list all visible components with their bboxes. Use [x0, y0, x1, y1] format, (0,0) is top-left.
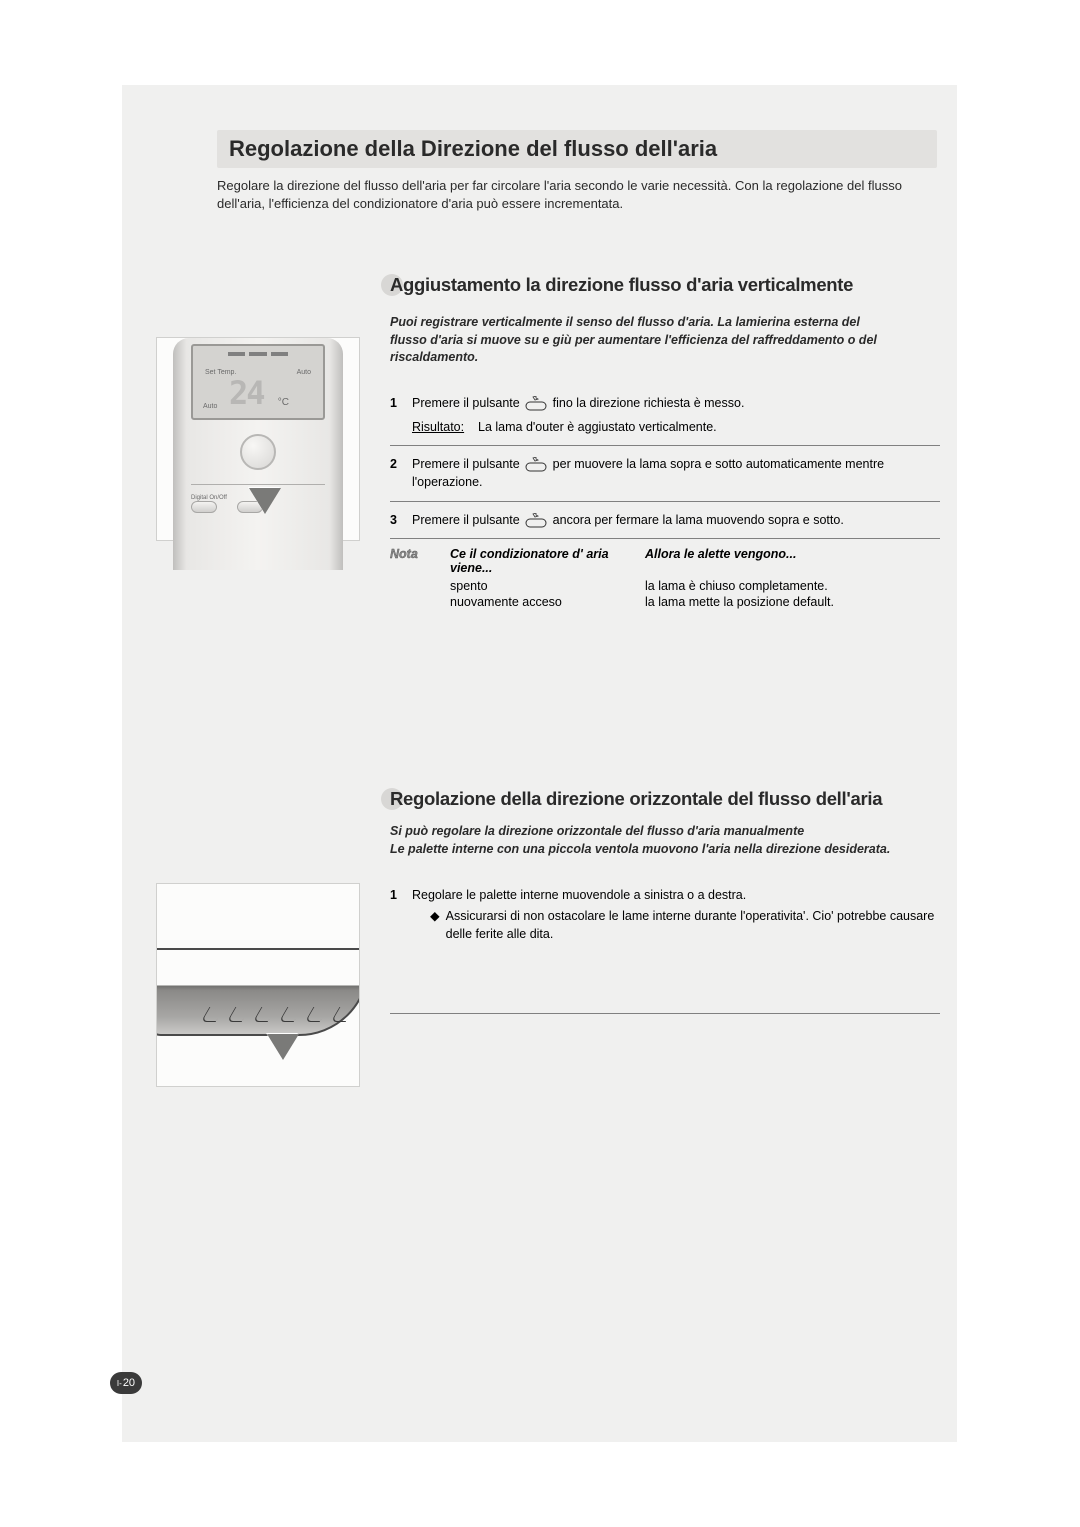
step-text-pre: Premere il pulsante — [412, 396, 520, 410]
lcd-unit: °C — [278, 397, 289, 408]
page-number-badge: I-20 — [110, 1372, 142, 1394]
section2-lead: Si può regolare la direzione orizzontale… — [390, 823, 945, 858]
step-number: 1 — [390, 886, 412, 943]
unit-illustration — [156, 883, 360, 1087]
pointer-arrow-icon — [267, 1034, 299, 1060]
lcd-auto2-label: Auto — [203, 403, 217, 410]
page-prefix: I- — [117, 1379, 122, 1388]
pointer-arrow-icon — [249, 488, 281, 514]
note-header-2: Allora le alette vengono... — [645, 547, 940, 578]
section2-steps: 1 Regolare le palette interne muovendole… — [390, 877, 940, 1014]
remote-lcd: Set Temp. Auto 24 Auto °C — [191, 344, 325, 420]
step-number: 1 — [390, 394, 412, 436]
swing-button-icon — [525, 513, 547, 528]
remote-button-label: Digital On/Off — [191, 495, 227, 501]
page-title-bar: Regolazione della Direzione del flusso d… — [217, 130, 937, 168]
ac-vanes — [205, 1007, 355, 1025]
step-number: 2 — [390, 455, 412, 491]
remote-pill-button-icon — [191, 501, 217, 513]
step-body: Premere il pulsante ancora per fermare l… — [412, 511, 940, 529]
vane-icon — [257, 1007, 277, 1023]
section1-lead: Puoi registrare verticalmente il senso d… — [390, 314, 890, 367]
note-table: Ce il condizionatore d' aria viene... Al… — [450, 547, 940, 610]
step-text-pre: Premere il pulsante — [412, 457, 520, 471]
step-body: Regolare le palette interne muovendole a… — [412, 886, 940, 943]
vane-icon — [335, 1007, 355, 1023]
note-cell: nuovamente acceso — [450, 594, 645, 610]
step-text: Regolare le palette interne muovendole a… — [412, 888, 746, 902]
page-title: Regolazione della Direzione del flusso d… — [229, 136, 717, 162]
note-cell: la lama è chiuso completamente. — [645, 578, 940, 594]
note-table-row: nuovamente acceso la lama mette la posiz… — [450, 594, 940, 610]
note-table-row: spento la lama è chiuso completamente. — [450, 578, 940, 594]
section1-steps: 1 Premere il pulsante fino la direzione … — [390, 385, 940, 610]
lcd-auto-label: Auto — [297, 369, 311, 376]
intro-paragraph: Regolare la direzione del flusso dell'ar… — [217, 177, 937, 212]
step-body: Premere il pulsante fino la direzione ri… — [412, 394, 940, 436]
vane-icon — [309, 1007, 329, 1023]
swing-button-icon — [525, 457, 547, 472]
remote-illustration: Set Temp. Auto 24 Auto °C Digital On/Off — [156, 337, 360, 541]
page-number: 20 — [123, 1377, 135, 1389]
step-sub-text: Assicurarsi di non ostacolare le lame in… — [446, 907, 940, 943]
result-label: Risultato: — [412, 420, 464, 434]
note-cell: la lama mette la posizione default. — [645, 594, 940, 610]
step-item: 1 Premere il pulsante fino la direzione … — [390, 385, 940, 445]
swing-button-icon — [525, 396, 547, 411]
step-number: 3 — [390, 511, 412, 529]
result-text: La lama d'outer è aggiustato verticalmen… — [478, 420, 717, 434]
note-header-1: Ce il condizionatore d' aria viene... — [450, 547, 645, 578]
step-text-post: fino la direzione richiesta è messo. — [553, 396, 745, 410]
lcd-bars-icon — [228, 350, 288, 364]
step-text-post: ancora per fermare la lama muovendo sopr… — [553, 513, 844, 527]
step-item: 2 Premere il pulsante per muovere la lam… — [390, 445, 940, 500]
step-result: Risultato: La lama d'outer è aggiustato … — [412, 418, 940, 436]
step-text-pre: Premere il pulsante — [412, 513, 520, 527]
note-table-header: Ce il condizionatore d' aria viene... Al… — [450, 547, 940, 578]
remote-body: Set Temp. Auto 24 Auto °C Digital On/Off — [173, 338, 343, 570]
section2-heading: Regolazione della direzione orizzontale … — [390, 788, 882, 810]
note-cell: spento — [450, 578, 645, 594]
section1-heading: Aggiustamento la direzione flusso d'aria… — [390, 274, 853, 296]
note-block: Nota Ce il condizionatore d' aria viene.… — [390, 538, 940, 610]
vane-icon — [283, 1007, 303, 1023]
manual-page: Regolazione della Direzione del flusso d… — [122, 85, 957, 1442]
step-item: 3 Premere il pulsante ancora per fermare… — [390, 501, 940, 538]
step-sub-bullet: ◆ Assicurarsi di non ostacolare le lame … — [412, 907, 940, 943]
step-body: Premere il pulsante per muovere la lama … — [412, 455, 940, 491]
lcd-digits: 24 — [229, 374, 264, 412]
note-label: Nota — [390, 547, 450, 610]
vane-icon — [205, 1007, 225, 1023]
vane-icon — [231, 1007, 251, 1023]
step-item: 1 Regolare le palette interne muovendole… — [390, 877, 940, 1014]
diamond-bullet-icon: ◆ — [430, 907, 440, 943]
remote-knob-icon — [240, 434, 276, 470]
